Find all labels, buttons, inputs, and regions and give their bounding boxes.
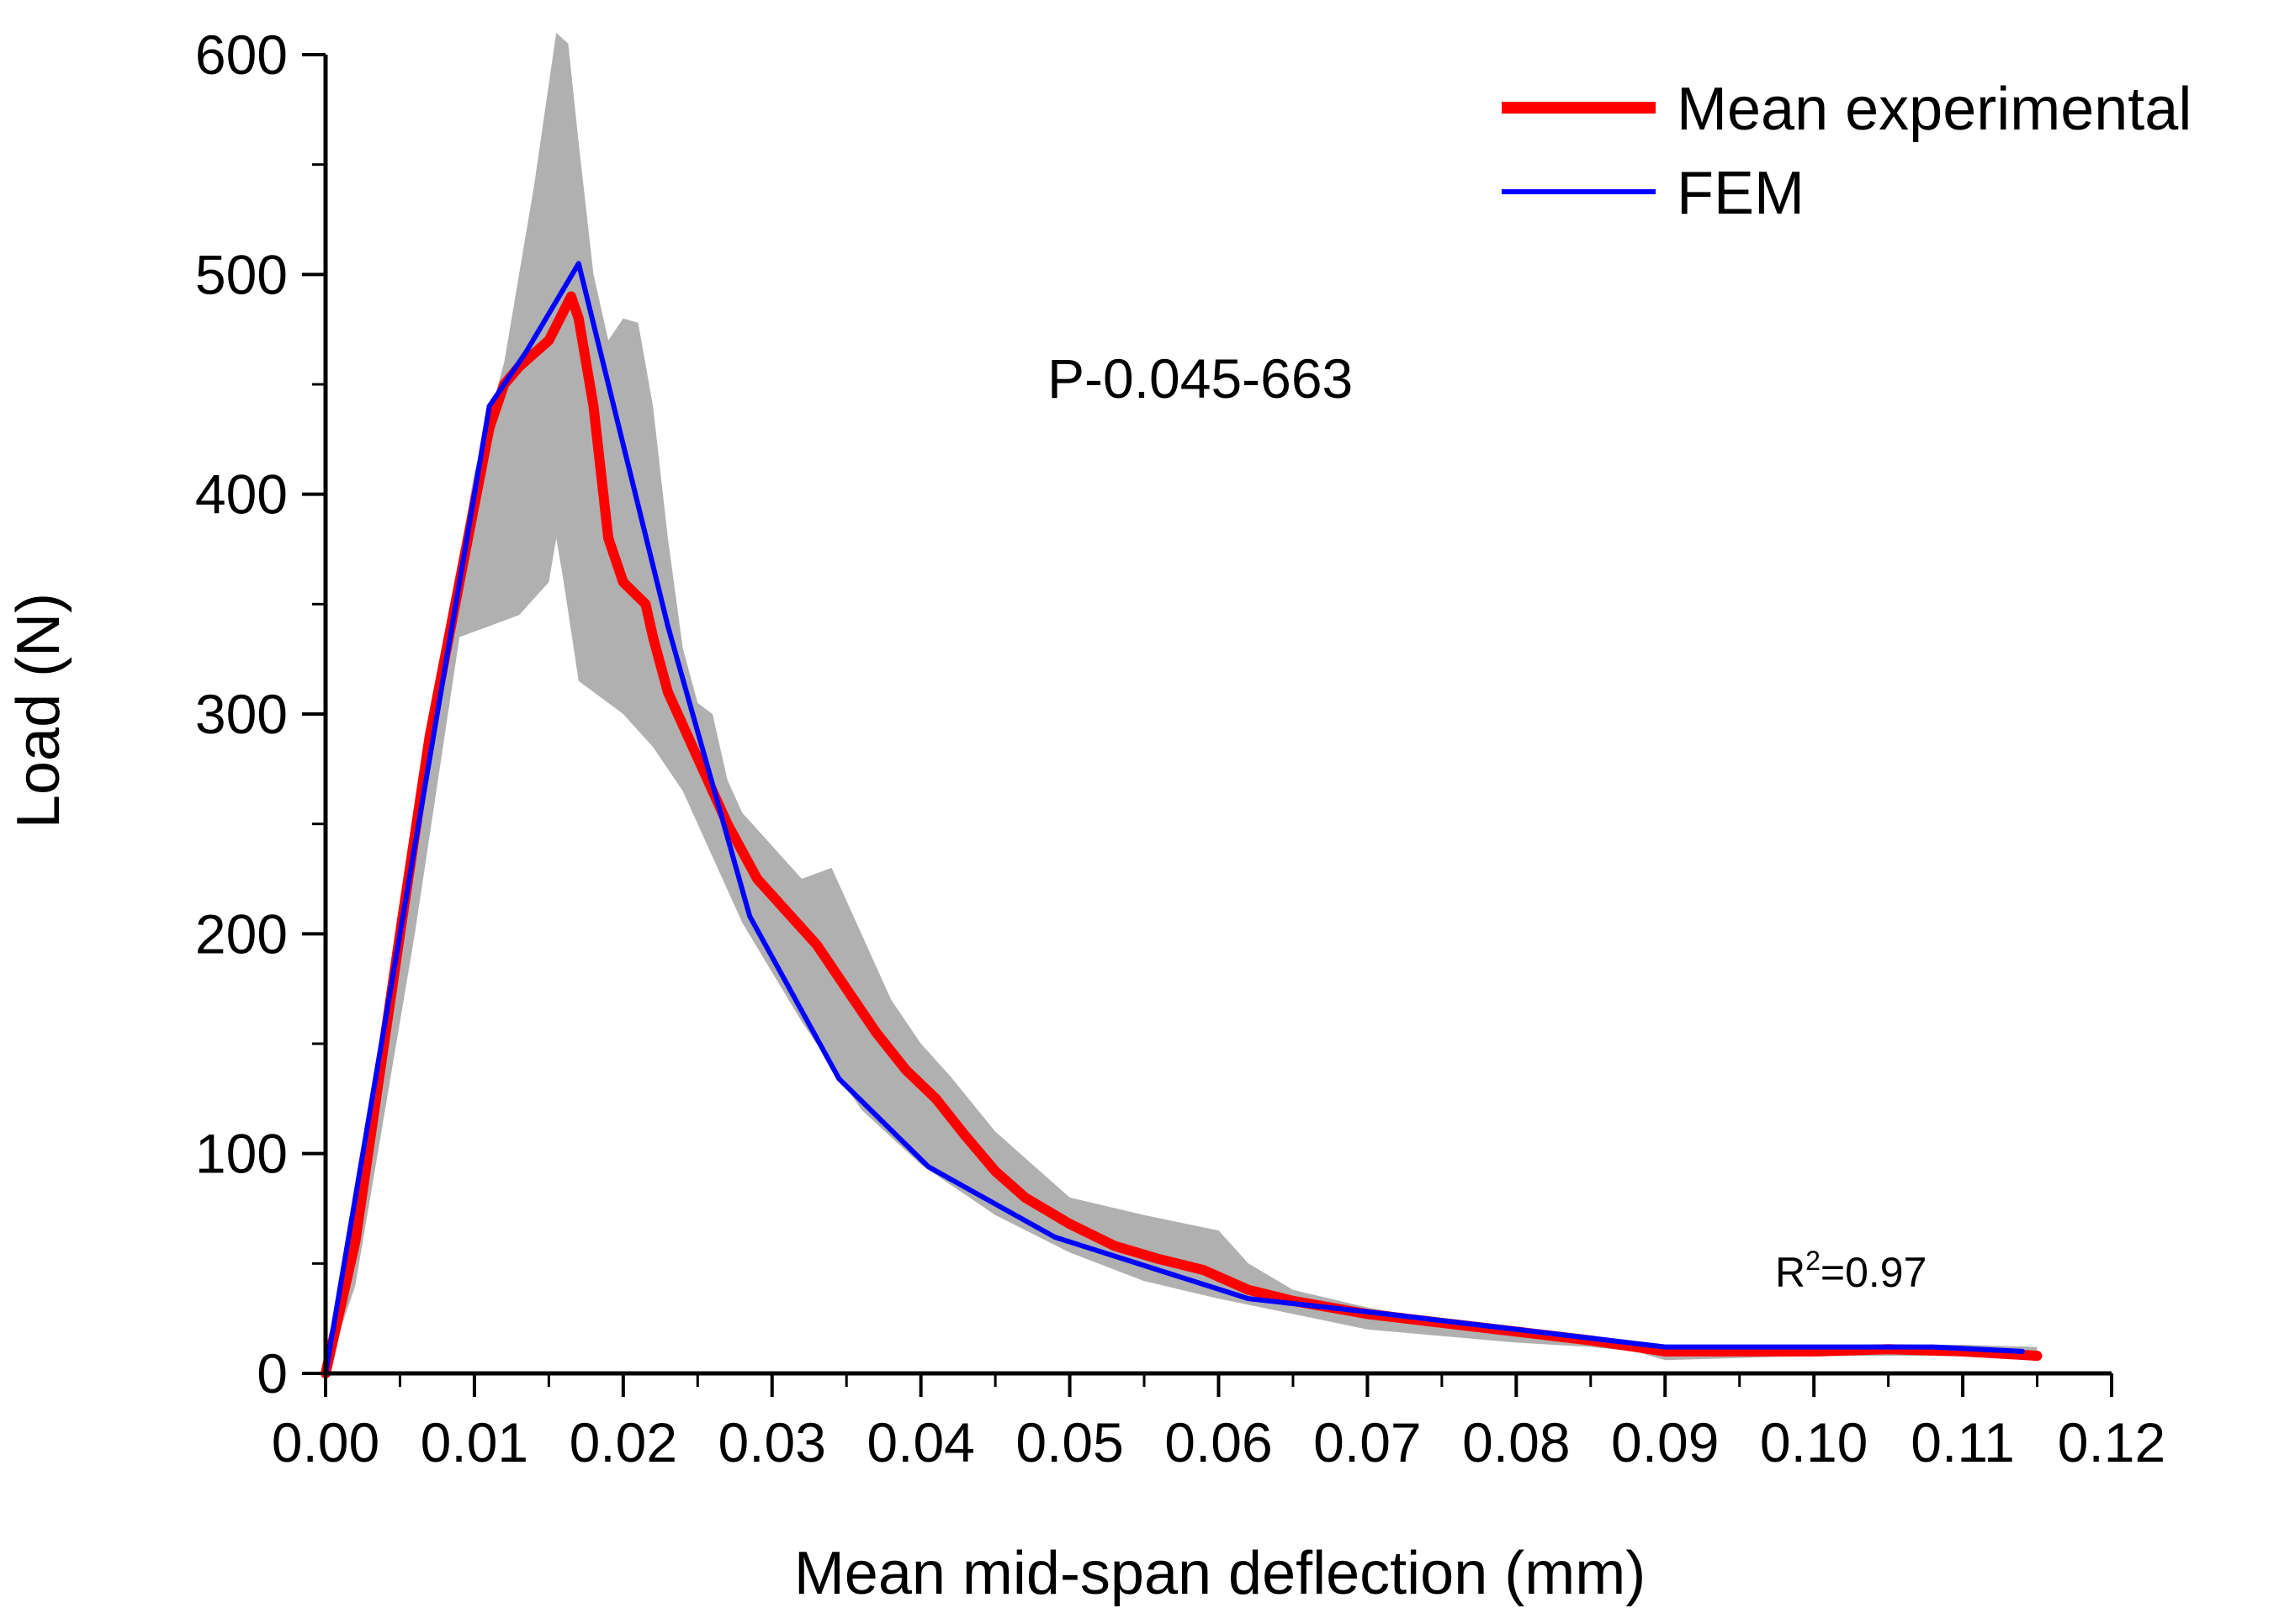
x-axis-title: Mean mid-span deflection (mm) bbox=[794, 1540, 1646, 1607]
x-tick-label: 0.03 bbox=[718, 1411, 826, 1473]
y-tick-label: 200 bbox=[195, 902, 288, 965]
y-tick-label: 500 bbox=[195, 243, 288, 305]
x-tick-label: 0.09 bbox=[1611, 1411, 1719, 1473]
series-line-fem bbox=[323, 261, 2025, 1376]
legend: Mean experimental FEM bbox=[1502, 76, 2192, 227]
legend-label-mean-experimental: Mean experimental bbox=[1677, 76, 2192, 143]
y-tick-label: 300 bbox=[195, 683, 288, 745]
x-tick-label: 0.07 bbox=[1313, 1411, 1421, 1473]
x-tick-label: 0.05 bbox=[1015, 1411, 1123, 1473]
legend-label-fem: FEM bbox=[1677, 160, 1805, 227]
experimental-envelope bbox=[326, 32, 2038, 1373]
envelope-layer bbox=[326, 32, 2038, 1373]
y-tick-label: 400 bbox=[195, 463, 288, 526]
x-tick-label: 0.01 bbox=[421, 1411, 528, 1473]
r-squared-label: R2=0.97 bbox=[1775, 1246, 1927, 1296]
r-squared-value: =0.97 bbox=[1821, 1249, 1927, 1296]
x-tick-label: 0.00 bbox=[272, 1411, 379, 1473]
y-tick-label: 100 bbox=[195, 1123, 288, 1185]
series-layer bbox=[321, 261, 2043, 1378]
y-tick-label: 600 bbox=[195, 24, 288, 86]
x-tick-label: 0.12 bbox=[2058, 1411, 2165, 1473]
r-squared-prefix: R bbox=[1775, 1249, 1805, 1296]
specimen-label: P-0.045-663 bbox=[1047, 347, 1353, 410]
x-tick-label: 0.11 bbox=[1911, 1411, 2015, 1473]
x-tick-label: 0.02 bbox=[570, 1411, 677, 1473]
x-tick-label: 0.04 bbox=[867, 1411, 974, 1473]
y-axis-title: Load (N) bbox=[5, 593, 72, 828]
x-tick-label: 0.06 bbox=[1164, 1411, 1272, 1473]
x-tick-label: 0.08 bbox=[1462, 1411, 1570, 1473]
r-squared-sup: 2 bbox=[1805, 1246, 1821, 1276]
y-tick-label: 0 bbox=[257, 1342, 288, 1404]
axes-layer: 0.00 0.01 0.02 0.03 0.04 0.05 0.06 0.07 0.08 0.09… bbox=[195, 24, 2165, 1473]
x-tick-label: 0.10 bbox=[1760, 1411, 1868, 1473]
